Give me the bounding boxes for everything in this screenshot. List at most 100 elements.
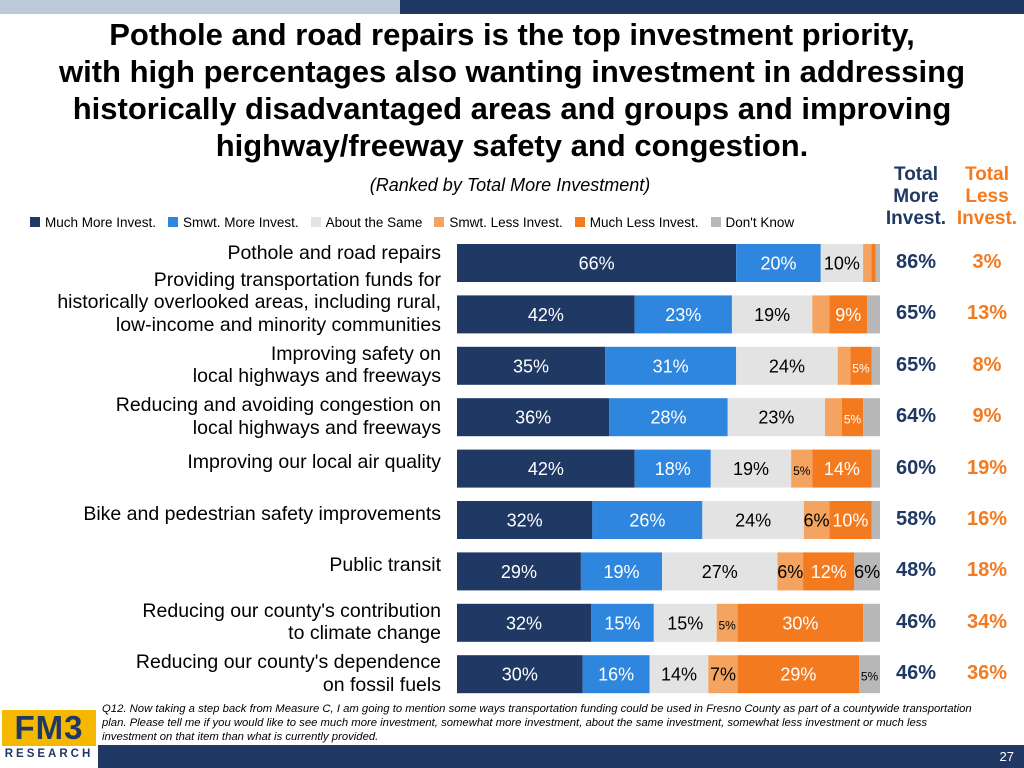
data-label: 27% [702,562,738,582]
bar-segment-smwt-more [580,552,663,591]
data-label: 5% [718,618,736,632]
bar-segment-dont-know [863,398,880,437]
total-less-value: 36% [966,662,1008,685]
legend-item-dont-know: Don't Know [710,214,795,230]
total-more-header-line: Total [894,164,938,185]
legend-swatch [168,217,179,227]
category-label-line: Public transit [329,554,441,577]
data-label: 23% [758,408,794,428]
bar-segment-smwt-more [591,603,654,642]
bar-segment-about-same [702,501,804,539]
category-label: Pothole and road repairs [0,242,441,265]
data-label: 9% [835,305,861,325]
data-label: 10% [832,511,868,531]
bar-segment-dont-know [871,449,880,488]
category-label-line: Reducing our county's dependence [135,651,441,674]
total-less-value: 8% [972,353,1002,376]
bar-segment-about-same [727,398,826,437]
bar-segment-much-more [457,655,583,694]
total-less-value: 19% [966,456,1008,479]
data-label: 14% [824,459,860,479]
legend-item-smwt-less: Smwt. Less Invest. [434,214,563,230]
category-label-line: local highways and freeways [192,416,441,439]
bar-segment-much-less [829,295,868,334]
data-label: 18% [655,459,691,479]
bar-segment-much-less [812,449,872,488]
bar-segment-much-less [871,244,876,282]
logo-mark: FM3 [2,710,96,746]
legend-item-much-less: Much Less Invest. [574,215,699,230]
data-label: 19% [733,459,769,479]
bar-segment-smwt-more [605,346,737,385]
total-more-value: 58% [895,508,937,530]
bar-segment-smwt-less [837,346,851,385]
bottom-banner: 27 [98,745,1024,768]
legend-swatch [574,217,585,227]
category-label-line: Improving our local air quality [187,451,441,474]
bar-segment-dont-know [863,603,880,642]
bar-segment-much-more [457,501,593,539]
total-more-header-line: More [893,186,939,207]
slide-subtitle: (Ranked by Total More Investment) [369,175,651,195]
category-label-line: to climate change [288,622,441,645]
bar-segment-smwt-less [708,655,738,694]
category-label-line: Reducing our county's contribution [142,599,441,622]
title-line: Pothole and road repairs is the top inve… [109,17,915,52]
bar-segment-smwt-less [716,603,738,642]
bar-segment-smwt-more [634,295,732,334]
bar-segment-dont-know [871,501,880,539]
legend-label: Smwt. Less Invest. [449,214,563,230]
total-more-value: 60% [895,456,937,479]
total-more-header-line: Invest. [885,208,947,229]
total-more-value: 65% [895,302,937,325]
footnote: Q12. Now taking a step back from Measure… [102,703,972,743]
legend-item-smwt-more: Smwt. More Invest. [168,215,299,230]
category-label: Reducing our county's contribution to cli… [0,600,441,645]
bar-segment-much-more [457,449,635,488]
data-label: 30% [782,613,818,633]
category-label: Providing transportation funds for histor… [0,269,441,337]
category-label-line: on fossil fuels [322,673,441,696]
data-label: 6% [804,511,830,531]
data-label: 26% [629,511,665,531]
legend-swatch [710,217,721,227]
bar-segment-smwt-less [791,449,813,488]
fm3-logo: FM3 RESEARCH [0,707,98,768]
top-banner-light [0,0,400,14]
bar-segment-much-more [457,398,610,437]
category-label-line: Improving safety on [270,342,441,365]
bar-segment-about-same [649,655,709,694]
chart-legend: Much More Invest. Smwt. More Invest. About… [30,213,806,231]
category-label: Improving our local air quality [0,451,441,474]
slide-title: Pothole and road repairs is the top inve… [0,16,1024,164]
bar-segment-much-less [737,655,860,694]
data-label: 14% [661,665,697,685]
data-label: 24% [735,511,771,531]
bar-segment-smwt-less [812,295,830,334]
total-less-header-line: Total [965,164,1009,185]
page-number: 27 [999,749,1014,764]
data-label: 28% [650,408,686,428]
legend-swatch [434,217,445,227]
category-label-line: Pothole and road repairs [227,241,441,264]
legend-label: Don't Know [725,214,795,230]
data-label: 42% [528,305,564,325]
data-label: 19% [603,562,639,582]
bar-segment-much-less [737,603,864,642]
bar-segment-much-less [803,552,855,591]
data-label: 20% [760,254,796,274]
category-label: Reducing our county's dependence on fossi… [0,651,441,696]
category-label-line: Providing transportation funds for [153,268,441,291]
bar-segment-smwt-less [803,501,830,539]
legend-label: Much More Invest. [45,214,157,230]
bar-segment-about-same [736,346,838,385]
data-label: 16% [598,665,634,685]
category-label: Reducing and avoiding congestion on local… [0,394,441,439]
data-label: 32% [506,613,542,633]
bar-segment-smwt-more [736,244,821,282]
bar-segment-about-same [653,603,717,642]
bar-segment-much-less [841,398,864,437]
title-line: historically disadvantaged areas and gro… [72,91,952,126]
bar-segment-about-same [820,244,864,282]
total-more-header: Total More Invest. [884,164,948,230]
